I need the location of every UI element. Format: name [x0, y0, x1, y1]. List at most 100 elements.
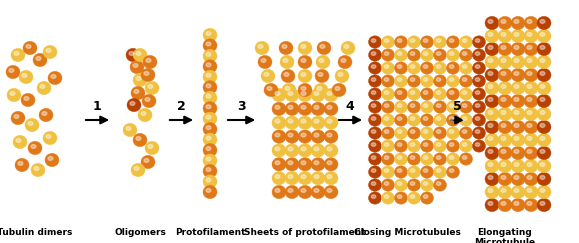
Ellipse shape — [15, 158, 29, 172]
Ellipse shape — [488, 45, 493, 49]
Ellipse shape — [327, 189, 332, 192]
Ellipse shape — [537, 29, 551, 43]
Ellipse shape — [420, 75, 434, 87]
Ellipse shape — [511, 146, 525, 160]
Ellipse shape — [275, 105, 280, 109]
Ellipse shape — [475, 78, 480, 81]
Ellipse shape — [301, 59, 306, 62]
Ellipse shape — [18, 162, 23, 165]
Ellipse shape — [324, 185, 338, 199]
Ellipse shape — [11, 48, 25, 62]
Ellipse shape — [511, 94, 525, 108]
Text: 4: 4 — [346, 100, 354, 113]
Ellipse shape — [488, 19, 493, 23]
Ellipse shape — [437, 78, 441, 81]
Ellipse shape — [462, 104, 467, 107]
Ellipse shape — [472, 49, 486, 61]
Ellipse shape — [501, 71, 506, 75]
Ellipse shape — [144, 158, 149, 162]
Ellipse shape — [45, 153, 59, 167]
Ellipse shape — [501, 149, 506, 153]
Ellipse shape — [498, 120, 512, 134]
Ellipse shape — [384, 195, 389, 198]
Ellipse shape — [327, 133, 332, 137]
Ellipse shape — [408, 36, 420, 48]
Ellipse shape — [537, 16, 551, 30]
Ellipse shape — [146, 59, 151, 62]
Ellipse shape — [344, 44, 349, 48]
Ellipse shape — [384, 52, 389, 55]
Ellipse shape — [446, 49, 460, 61]
Ellipse shape — [288, 189, 293, 192]
Ellipse shape — [371, 65, 376, 68]
Ellipse shape — [527, 111, 532, 114]
Ellipse shape — [272, 185, 286, 199]
Ellipse shape — [540, 71, 545, 75]
Ellipse shape — [514, 175, 519, 179]
Ellipse shape — [394, 192, 408, 204]
Ellipse shape — [314, 83, 328, 97]
Ellipse shape — [255, 41, 269, 55]
Ellipse shape — [472, 88, 486, 100]
Ellipse shape — [420, 62, 434, 74]
Ellipse shape — [423, 169, 428, 172]
Ellipse shape — [14, 114, 19, 118]
Ellipse shape — [462, 156, 467, 159]
Ellipse shape — [437, 130, 441, 133]
Ellipse shape — [408, 88, 420, 100]
Ellipse shape — [511, 68, 525, 82]
Ellipse shape — [288, 147, 293, 151]
Ellipse shape — [397, 39, 402, 42]
Ellipse shape — [332, 83, 346, 97]
Ellipse shape — [537, 133, 551, 147]
Ellipse shape — [423, 78, 428, 81]
Ellipse shape — [40, 85, 45, 88]
Ellipse shape — [472, 62, 486, 74]
Ellipse shape — [423, 182, 428, 185]
Ellipse shape — [434, 140, 446, 152]
Ellipse shape — [501, 97, 506, 101]
Ellipse shape — [397, 169, 402, 172]
Ellipse shape — [319, 59, 324, 62]
Ellipse shape — [524, 16, 538, 30]
Ellipse shape — [314, 161, 319, 165]
Ellipse shape — [524, 68, 538, 82]
Ellipse shape — [43, 131, 57, 145]
Ellipse shape — [371, 39, 376, 42]
Ellipse shape — [423, 91, 428, 94]
Ellipse shape — [411, 39, 415, 42]
Ellipse shape — [301, 147, 306, 151]
Ellipse shape — [13, 135, 27, 149]
Ellipse shape — [206, 42, 211, 46]
Ellipse shape — [411, 65, 415, 68]
Ellipse shape — [382, 75, 394, 87]
Ellipse shape — [397, 130, 402, 133]
Ellipse shape — [275, 133, 280, 137]
Ellipse shape — [335, 69, 349, 83]
Ellipse shape — [327, 175, 332, 179]
Ellipse shape — [540, 189, 545, 192]
Ellipse shape — [408, 179, 420, 191]
Ellipse shape — [298, 172, 312, 185]
Ellipse shape — [511, 29, 525, 43]
Ellipse shape — [368, 153, 382, 165]
Ellipse shape — [498, 29, 512, 43]
Ellipse shape — [22, 74, 27, 77]
Ellipse shape — [382, 192, 394, 204]
Ellipse shape — [9, 69, 14, 72]
Ellipse shape — [141, 155, 155, 169]
Ellipse shape — [311, 144, 325, 157]
Ellipse shape — [368, 49, 382, 61]
Ellipse shape — [203, 91, 217, 104]
Text: Protofilament: Protofilament — [175, 228, 245, 237]
Ellipse shape — [514, 111, 519, 114]
Ellipse shape — [206, 105, 211, 109]
Ellipse shape — [408, 140, 420, 152]
Ellipse shape — [384, 91, 389, 94]
Ellipse shape — [511, 107, 525, 121]
Ellipse shape — [371, 104, 376, 107]
Ellipse shape — [446, 88, 460, 100]
Ellipse shape — [485, 172, 499, 186]
Ellipse shape — [133, 48, 147, 62]
Ellipse shape — [314, 119, 319, 123]
